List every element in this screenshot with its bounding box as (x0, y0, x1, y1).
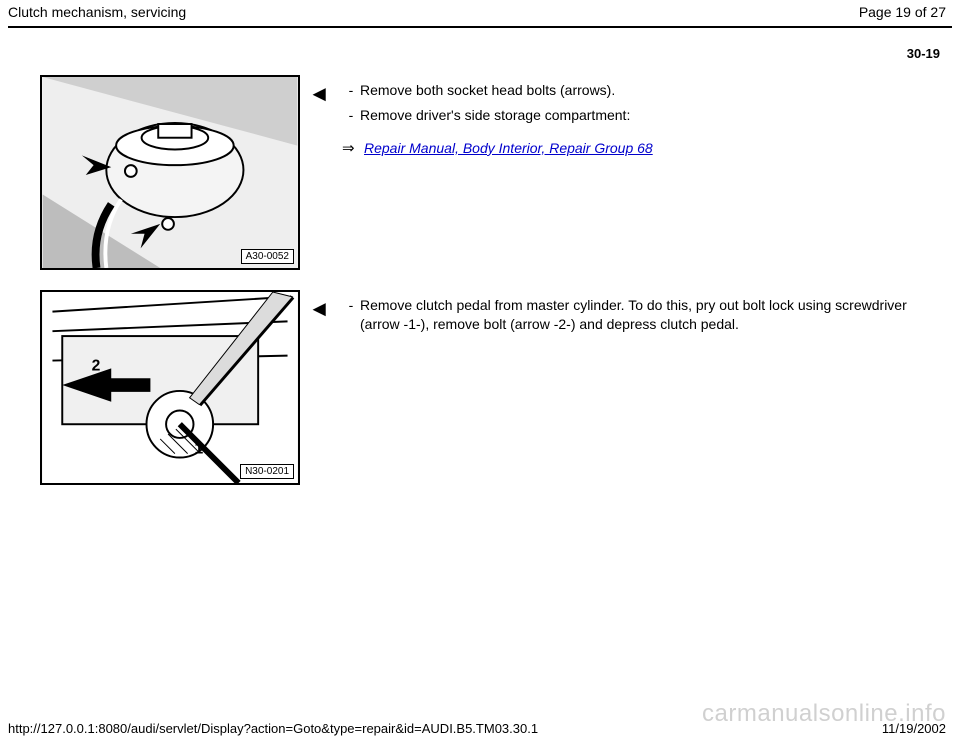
bullet-dash-icon: - (342, 81, 360, 100)
step-1: A30-0052 ◄ - Remove both socket head bol… (40, 75, 946, 270)
step-1-text: - Remove both socket head bolts (arrows)… (330, 75, 946, 165)
step-1-bullet-1: - Remove both socket head bolts (arrows)… (342, 81, 946, 100)
step-1-bullet-1-text: Remove both socket head bolts (arrows). (360, 81, 946, 100)
header-page-label: Page 19 of 27 (859, 4, 946, 20)
step-2: 2 1 N30-0201 ◄ - Remove clutch pedal fro… (40, 290, 946, 485)
figure-2: 2 1 N30-0201 (40, 290, 300, 485)
header-title: Clutch mechanism, servicing (8, 4, 186, 20)
step-2-pointer: ◄ (300, 290, 330, 322)
figure-1-illustration (42, 77, 298, 268)
figure-2-illustration: 2 1 (42, 292, 298, 483)
content-area: A30-0052 ◄ - Remove both socket head bol… (0, 65, 960, 485)
repair-manual-link[interactable]: Repair Manual, Body Interior, Repair Gro… (364, 139, 653, 159)
footer-url: http://127.0.0.1:8080/audi/servlet/Displ… (8, 721, 538, 736)
step-2-bullet-1-text: Remove clutch pedal from master cylinder… (360, 296, 946, 334)
svg-text:2: 2 (92, 357, 101, 374)
figure-1: A30-0052 (40, 75, 300, 270)
step-1-link-row: ⇒ Repair Manual, Body Interior, Repair G… (342, 139, 946, 159)
page-footer: http://127.0.0.1:8080/audi/servlet/Displ… (0, 721, 960, 742)
step-2-text: - Remove clutch pedal from master cylind… (330, 290, 946, 340)
footer-date: 11/19/2002 (882, 721, 946, 736)
step-1-bullet-2-text: Remove driver's side storage compartment… (360, 106, 946, 125)
page-number-top: 30-19 (0, 28, 960, 65)
bullet-dash-icon: - (342, 296, 360, 334)
bullet-dash-icon: - (342, 106, 360, 125)
step-2-bullet-1: - Remove clutch pedal from master cylind… (342, 296, 946, 334)
figure-2-label: N30-0201 (240, 464, 294, 479)
page-header: Clutch mechanism, servicing Page 19 of 2… (0, 0, 960, 26)
step-1-pointer: ◄ (300, 75, 330, 107)
step-1-bullet-2: - Remove driver's side storage compartme… (342, 106, 946, 125)
double-arrow-icon: ⇒ (342, 139, 364, 159)
figure-1-label: A30-0052 (241, 249, 294, 264)
